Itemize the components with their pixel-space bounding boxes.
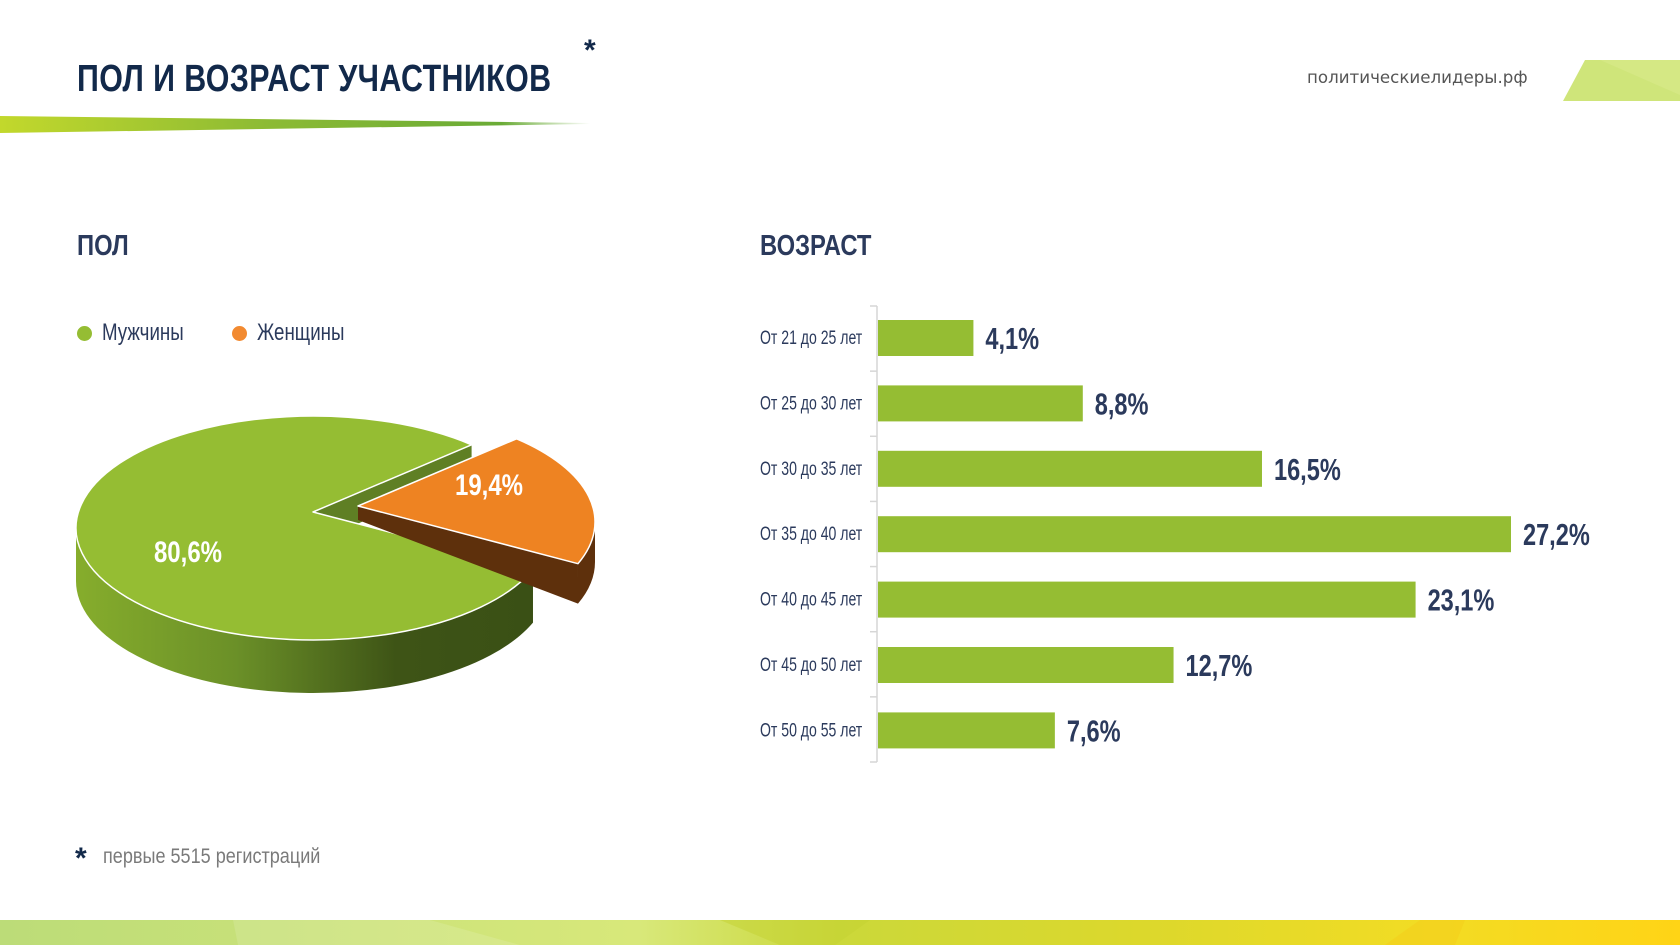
value-label: 16,5%: [1274, 452, 1341, 487]
page-title: ПОЛ И ВОЗРАСТ УЧАСТНИКОВ: [77, 58, 552, 100]
pie-slice-women: [357, 438, 596, 565]
pie-cut-face-men: [313, 444, 472, 526]
category-label: От 35 до 40 лет: [760, 523, 863, 545]
value-label: 7,6%: [1067, 713, 1121, 748]
legend-item-women: Женщины: [232, 319, 369, 346]
corner-decoration: [1563, 60, 1680, 101]
category-label: От 50 до 55 лет: [760, 719, 863, 741]
title-asterisk: *: [584, 34, 596, 67]
bar: [878, 712, 1055, 749]
pie-slice-men: [75, 415, 534, 641]
age-section-heading: ВОЗРАСТ: [760, 230, 872, 262]
bar: [878, 647, 1174, 683]
footnote-asterisk: *: [75, 842, 87, 875]
category-label: От 25 до 30 лет: [760, 392, 863, 414]
header-swoosh: [0, 116, 590, 133]
pie-side-women: [358, 506, 578, 604]
legend-label: Женщины: [257, 319, 345, 346]
pie-value-label-men: 80,6%: [154, 534, 222, 568]
value-label: 4,1%: [985, 321, 1039, 356]
value-label: 12,7%: [1186, 648, 1253, 683]
legend-item-men: Мужчины: [77, 319, 207, 346]
category-label: От 21 до 25 лет: [760, 327, 863, 349]
pie-rim-women: [577, 522, 595, 604]
site-url: политическиелидеры.рф: [1307, 68, 1528, 88]
value-label: 27,2%: [1523, 517, 1590, 552]
pie-chart: 80,6% 19,4%: [75, 415, 596, 693]
bar: [878, 516, 1511, 553]
age-bar-chart: От 21 до 25 лет 4,1% От 25 до 30 лет 8,8% От…: [760, 305, 1590, 763]
category-label: От 30 до 35 лет: [760, 458, 863, 480]
bar: [878, 581, 1416, 618]
legend-label: Мужчины: [102, 319, 184, 346]
pie-side-men: [76, 528, 533, 693]
value-label: 23,1%: [1428, 582, 1495, 617]
bar: [878, 385, 1083, 422]
value-label: 8,8%: [1095, 386, 1149, 421]
footnote-text: первые 5515 регистраций: [103, 845, 321, 868]
bottom-decorative-band: [0, 920, 1680, 945]
legend-dot-orange: [232, 325, 247, 341]
legend-dot-green: [77, 325, 92, 341]
category-label: От 40 до 45 лет: [760, 589, 863, 611]
sex-section-heading: ПОЛ: [77, 230, 129, 262]
pie-value-label-women: 19,4%: [455, 467, 523, 501]
bar: [878, 320, 974, 356]
category-label: От 45 до 50 лет: [760, 654, 863, 676]
bar: [878, 450, 1262, 487]
